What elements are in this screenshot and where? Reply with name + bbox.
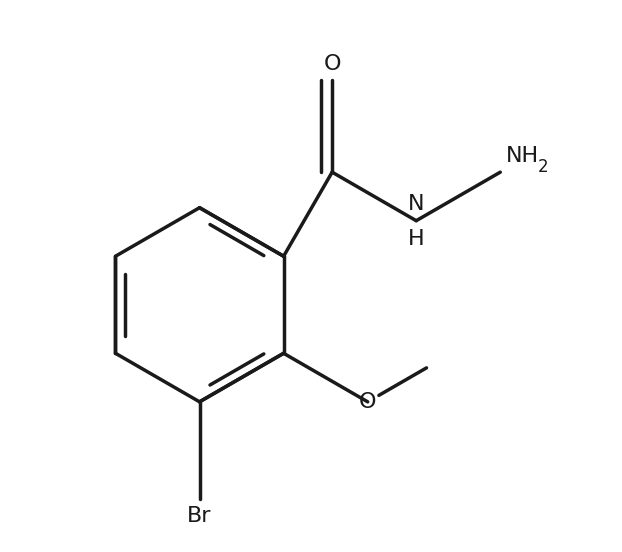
Text: Br: Br (187, 506, 212, 526)
Text: N: N (408, 194, 424, 214)
Text: H: H (408, 229, 425, 250)
Text: NH: NH (506, 146, 539, 166)
Text: O: O (359, 392, 376, 412)
Text: O: O (323, 54, 341, 74)
Text: 2: 2 (537, 158, 548, 176)
